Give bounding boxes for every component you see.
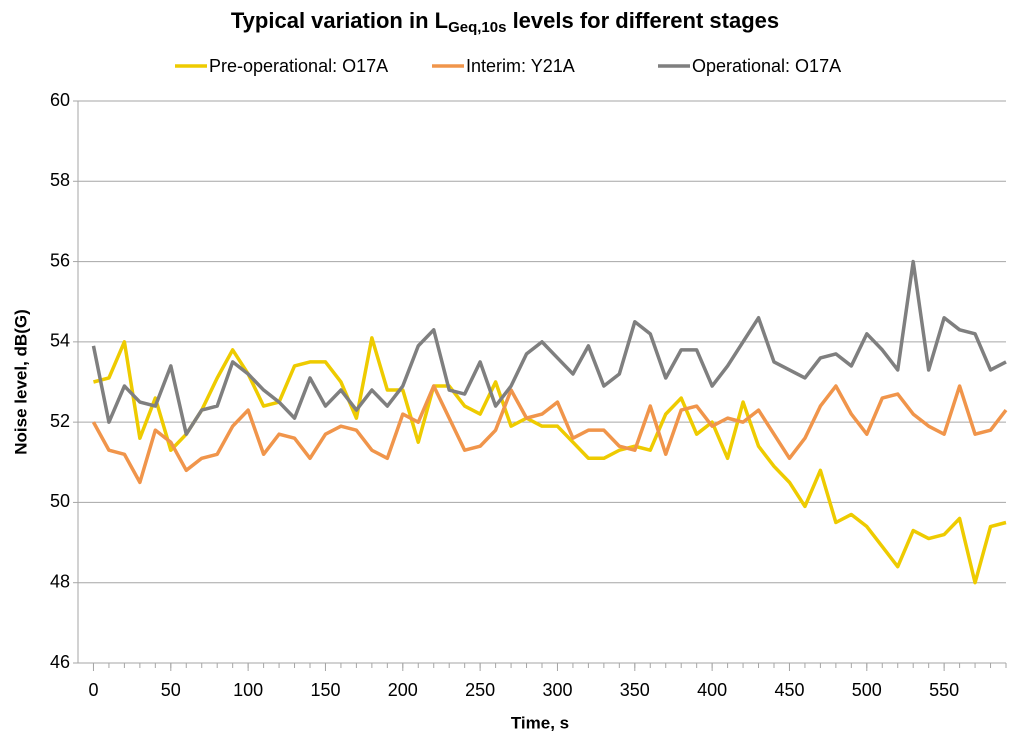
title-subscript: Geq,10s: [448, 19, 506, 36]
x-axis-title: Time, s: [511, 713, 569, 732]
x-tick-label: 300: [542, 680, 572, 700]
series-line: [91, 384, 1008, 485]
y-tick-label: 56: [50, 250, 70, 270]
x-tick-label: 550: [929, 680, 959, 700]
x-tick-label: 200: [388, 680, 418, 700]
legend-label: Interim: Y21A: [466, 56, 575, 76]
chart-title: Typical variation in LGeq,10s levels for…: [231, 8, 779, 36]
y-tick-label: 60: [50, 90, 70, 110]
y-tick-label: 48: [50, 571, 70, 591]
y-tick-label: 46: [50, 652, 70, 672]
x-tick-label: 50: [161, 680, 181, 700]
x-tick-label: 400: [697, 680, 727, 700]
y-tick-label: 50: [50, 491, 70, 511]
x-tick-label: 100: [233, 680, 263, 700]
series-line: [91, 259, 1007, 436]
x-tick-label: 150: [310, 680, 340, 700]
x-tick-label: 500: [852, 680, 882, 700]
y-tick-label: 58: [50, 170, 70, 190]
legend-label: Pre-operational: O17A: [209, 56, 388, 76]
x-tick-label: 0: [88, 680, 98, 700]
legend-label: Operational: O17A: [692, 56, 841, 76]
title-part: levels for different stages: [506, 8, 779, 33]
x-tick-label: 250: [465, 680, 495, 700]
title-part: Typical variation in L: [231, 8, 448, 33]
y-tick-label: 52: [50, 411, 70, 431]
x-tick-label: 350: [620, 680, 650, 700]
y-axis-title: Noise level, dB(G): [11, 309, 30, 454]
x-tick-label: 450: [774, 680, 804, 700]
series-line: [93, 336, 1007, 585]
y-tick-label: 54: [50, 331, 70, 351]
